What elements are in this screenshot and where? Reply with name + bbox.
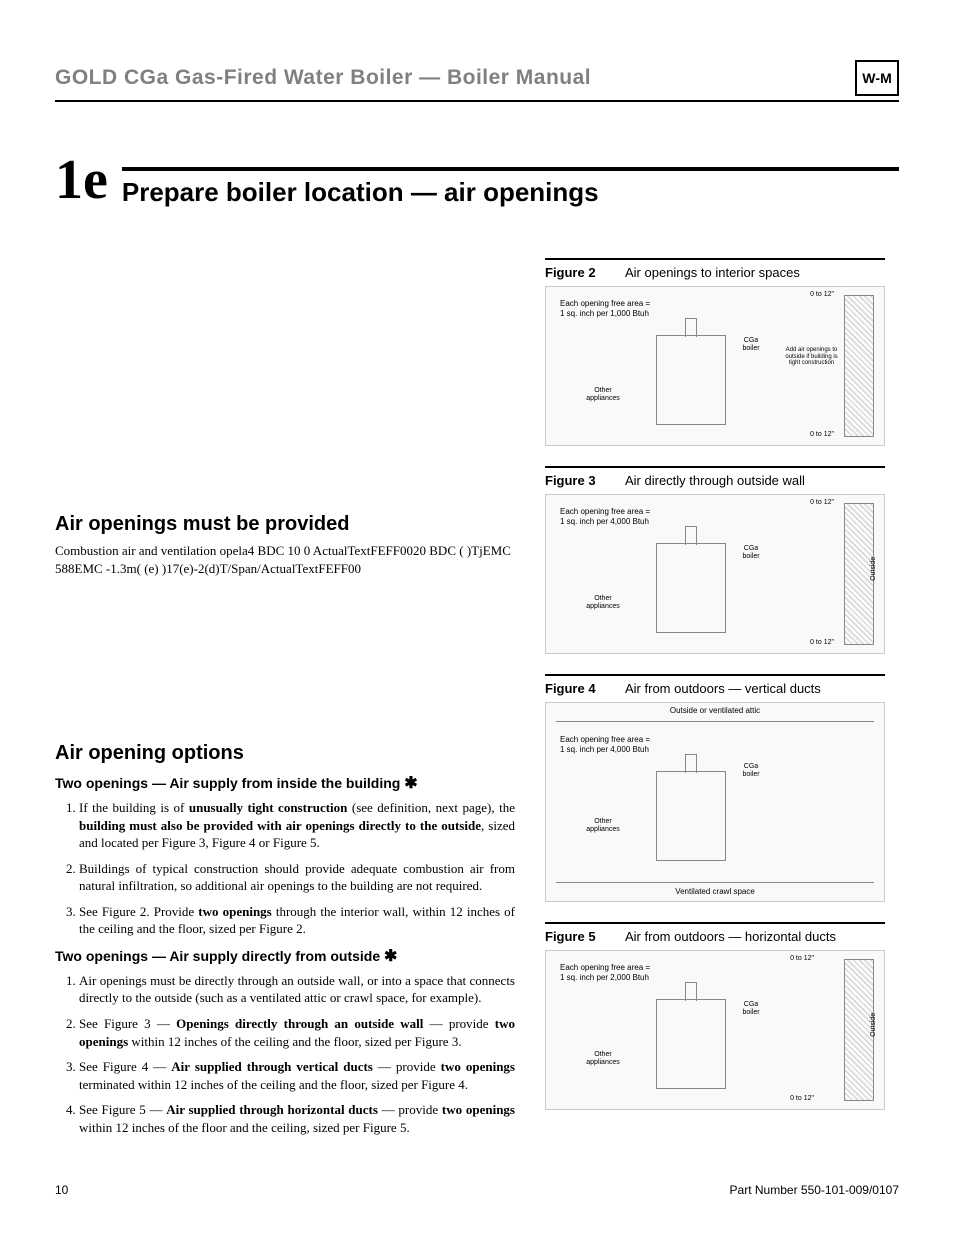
right-column: Figure 2 Air openings to interior spaces… (545, 258, 885, 1144)
list-item: See Figure 2. Provide two openings throu… (79, 903, 515, 938)
figure-label: Figure 2 (545, 265, 625, 280)
figure-2: Figure 2 Air openings to interior spaces… (545, 258, 885, 446)
section-title: Prepare boiler location — air openings (122, 177, 899, 208)
brand-logo: W‑M (855, 60, 899, 96)
heading-air-options: Air opening options (55, 742, 515, 765)
list-item: See Figure 4 — Air supplied through vert… (79, 1058, 515, 1093)
list-outside: Air openings must be directly through an… (55, 972, 515, 1136)
boiler-icon (656, 999, 726, 1089)
wall-icon (844, 295, 874, 437)
subheading-inside: Two openings — Air supply from inside th… (55, 773, 515, 793)
list-item: Air openings must be directly through an… (79, 972, 515, 1007)
subheading-outside-text: Two openings — Air supply directly from … (55, 948, 380, 964)
section-number: 1e (55, 152, 108, 208)
figure-label: Figure 4 (545, 681, 625, 696)
boiler-icon (656, 543, 726, 633)
figure-diagram: Each opening free area = 1 sq. inch per … (545, 950, 885, 1110)
page-number: 10 (55, 1183, 68, 1197)
snowflake-icon: ✱ (404, 775, 417, 792)
snowflake-icon: ✱ (384, 948, 397, 965)
spacer (55, 597, 515, 742)
figure-3: Figure 3 Air directly through outside wa… (545, 466, 885, 654)
figure-caption: Air openings to interior spaces (625, 265, 800, 280)
section-title-rule: Prepare boiler location — air openings (122, 167, 899, 208)
figure-diagram: Each opening free area = 1 sq. inch per … (545, 286, 885, 446)
figure-label: Figure 3 (545, 473, 625, 488)
figure-caption: Air directly through outside wall (625, 473, 805, 488)
left-column: Air openings must be provided Combustion… (55, 258, 515, 1144)
page-header: GOLD CGa Gas-Fired Water Boiler — Boiler… (55, 60, 899, 102)
figure-diagram: Each opening free area = 1 sq. inch per … (545, 494, 885, 654)
spacer (55, 258, 515, 513)
figure-label: Figure 5 (545, 929, 625, 944)
list-item: Buildings of typical construction should… (79, 860, 515, 895)
list-item: See Figure 5 — Air supplied through hori… (79, 1101, 515, 1136)
page-footer: 10 Part Number 550-101-009/0107 (55, 1183, 899, 1197)
list-item: If the building is of unusually tight co… (79, 799, 515, 852)
heading-air-provided: Air openings must be provided (55, 513, 515, 536)
subheading-outside: Two openings — Air supply directly from … (55, 946, 515, 966)
figure-diagram: Outside or ventilated attic Each opening… (545, 702, 885, 902)
figure-caption: Air from outdoors — vertical ducts (625, 681, 821, 696)
figure-5: Figure 5 Air from outdoors — horizontal … (545, 922, 885, 1110)
boiler-icon (656, 771, 726, 861)
boiler-icon (656, 335, 726, 425)
list-item: See Figure 3 — Openings directly through… (79, 1015, 515, 1050)
section-heading: 1e Prepare boiler location — air opening… (55, 152, 899, 208)
figure-4: Figure 4 Air from outdoors — vertical du… (545, 674, 885, 902)
list-inside: If the building is of unusually tight co… (55, 799, 515, 938)
intro-paragraph: Combustion air and ventilation opela4 BD… (55, 542, 515, 577)
subheading-inside-text: Two openings — Air supply from inside th… (55, 775, 400, 791)
part-number: Part Number 550-101-009/0107 (730, 1183, 899, 1197)
manual-title: GOLD CGa Gas-Fired Water Boiler — Boiler… (55, 66, 591, 90)
figure-caption: Air from outdoors — horizontal ducts (625, 929, 836, 944)
content-columns: Air openings must be provided Combustion… (55, 258, 899, 1144)
